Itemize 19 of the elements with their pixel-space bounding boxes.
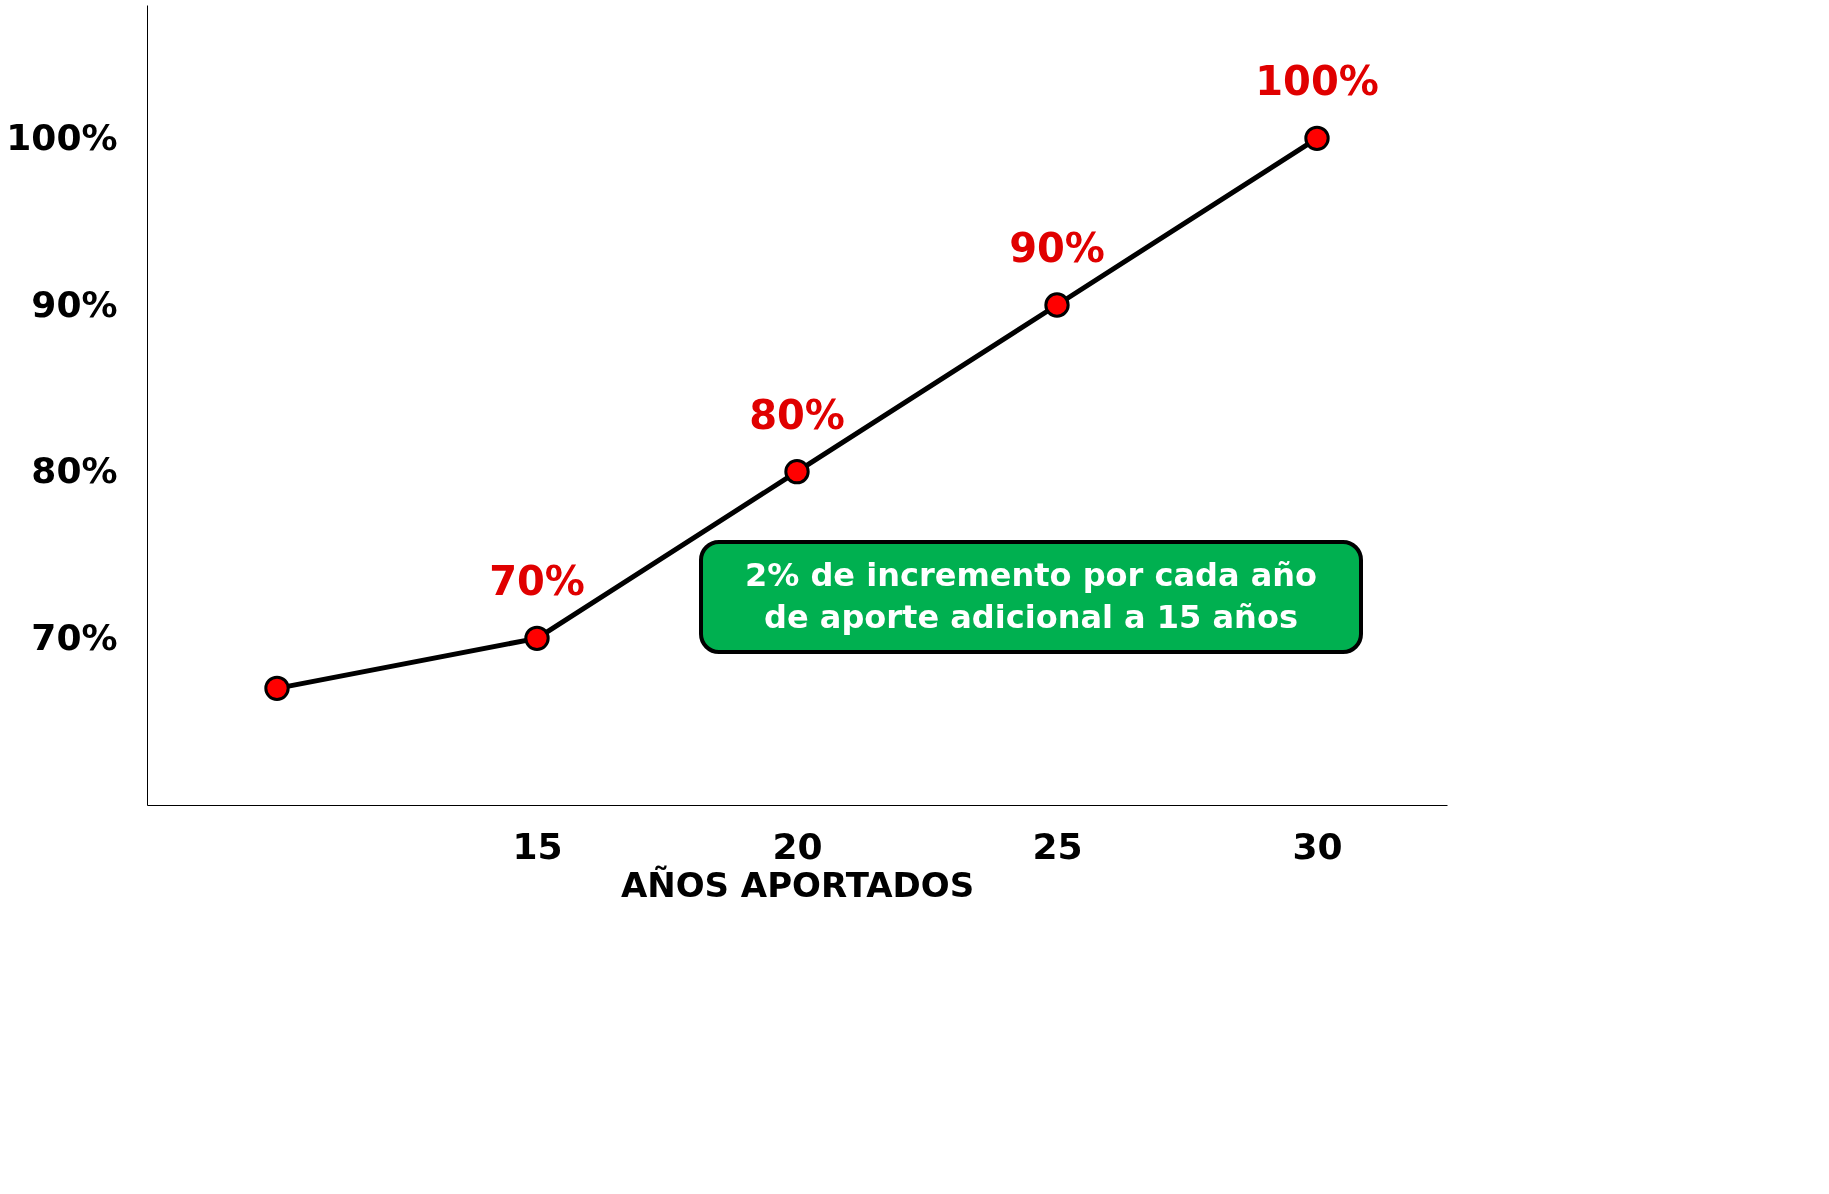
text: 70% bbox=[489, 558, 585, 605]
x-axis-title: AÑOS APORTADOS bbox=[620, 864, 975, 905]
y-tick-label: 100% bbox=[6, 116, 118, 158]
point bbox=[1044, 292, 1070, 318]
x-tick-label: 15 bbox=[512, 825, 563, 867]
point bbox=[784, 459, 810, 485]
x-tick-label: 25 bbox=[1032, 825, 1083, 867]
annotation: 2% de incremento por cada año de aporte adicional a 15 años bbox=[744, 556, 1318, 636]
y-tick-label: 70% bbox=[31, 616, 118, 658]
point bbox=[264, 675, 290, 701]
text: 100% bbox=[1255, 58, 1379, 105]
x-tick-label: 30 bbox=[1292, 825, 1343, 867]
x-tick-label: 20 bbox=[772, 825, 823, 867]
text: 80% bbox=[749, 391, 845, 438]
text: 90% bbox=[1009, 225, 1105, 271]
point bbox=[1304, 125, 1330, 151]
point bbox=[524, 625, 550, 651]
y-tick-label: 90% bbox=[31, 283, 118, 325]
y-tick-label: 80% bbox=[31, 450, 118, 492]
